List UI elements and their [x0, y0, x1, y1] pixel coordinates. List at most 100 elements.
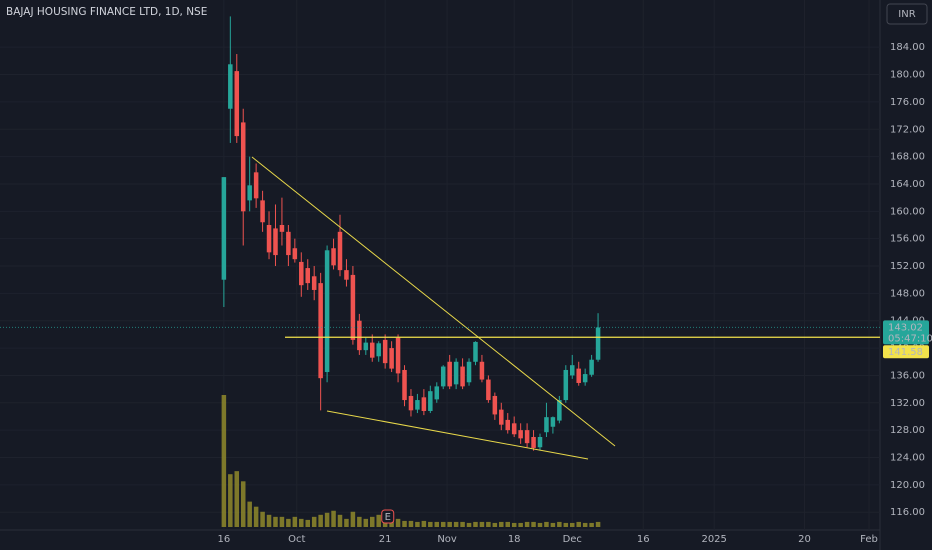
y-tick-label: 152.00 — [890, 261, 925, 272]
candle-body — [460, 366, 465, 387]
earnings-marker — [381, 509, 395, 524]
volume-bar — [395, 518, 401, 527]
x-tick-label: 18 — [508, 534, 521, 545]
volume-bar — [318, 514, 323, 527]
candle-body — [279, 224, 285, 232]
y-tick-label: 148.00 — [890, 288, 925, 299]
volume-bar — [260, 511, 265, 527]
volume-bar — [440, 521, 446, 527]
candle-body — [589, 359, 594, 375]
volume-bar — [292, 516, 298, 527]
candle-body — [299, 261, 304, 286]
y-tick-label: 136.00 — [890, 370, 925, 381]
y-tick-label: 116.00 — [890, 507, 925, 518]
volume-bar — [421, 520, 427, 527]
candle-body — [576, 368, 581, 383]
volume-bar — [537, 522, 543, 527]
volume-bar — [357, 516, 362, 527]
countdown-label: 05:47:10 — [888, 333, 932, 344]
trend-line-lower — [326, 410, 589, 460]
volume-bar — [331, 510, 336, 527]
y-tick-label: 128.00 — [890, 425, 925, 436]
candle-body — [563, 369, 569, 401]
volume-bar — [434, 521, 440, 527]
candle-body — [479, 361, 485, 380]
chart-title: BAJAJ HOUSING FINANCE LTD, 1D, NSE — [6, 6, 207, 18]
volume-bar — [524, 521, 530, 527]
volume-bar — [415, 521, 420, 527]
volume-bar — [595, 521, 601, 527]
y-tick-label: 160.00 — [890, 206, 925, 217]
candle-body — [311, 276, 317, 290]
volume-bar — [299, 518, 304, 527]
candle-body — [415, 400, 420, 410]
volume-bar — [344, 518, 349, 527]
candle-body — [324, 250, 330, 373]
volume-bar — [518, 522, 523, 527]
candle-body — [453, 361, 459, 385]
x-tick-label: Oct — [288, 534, 305, 545]
volume-bar — [247, 501, 252, 527]
currency-box[interactable] — [886, 3, 928, 25]
candle-body — [376, 343, 381, 357]
candle-body — [492, 395, 498, 415]
candle-body — [408, 395, 414, 411]
candle-body — [247, 185, 252, 201]
last-price-box — [883, 320, 929, 345]
x-tick-label: 16 — [637, 534, 650, 545]
volume-bar — [505, 521, 510, 527]
volume-bar — [466, 522, 472, 527]
candle-body — [221, 177, 227, 280]
volume-bar — [486, 521, 491, 527]
x-tick-label: Nov — [437, 534, 457, 545]
volume-bar — [492, 522, 498, 527]
candle-body — [240, 122, 246, 212]
candle-body — [228, 64, 233, 109]
plot — [221, 16, 601, 527]
candle-body — [350, 274, 356, 340]
y-tick-label: 132.00 — [890, 398, 925, 409]
x-tick-label: Dec — [563, 534, 582, 545]
candle-body — [511, 423, 517, 435]
volume-bar — [350, 511, 356, 527]
volume-bar — [363, 518, 369, 527]
volume-bar — [570, 522, 575, 527]
candle-body — [402, 369, 407, 401]
candle-body — [486, 379, 491, 401]
trend-line-upper — [251, 156, 616, 447]
candle-body — [357, 320, 362, 351]
candle-body — [505, 419, 510, 431]
candle-body — [305, 268, 310, 284]
earnings-label: E — [385, 512, 391, 523]
candle-body — [331, 248, 336, 266]
volume-bar — [582, 522, 588, 527]
volume-bar — [228, 474, 233, 527]
volume-bar — [266, 514, 272, 527]
candle-body — [273, 228, 278, 256]
candle-body — [557, 400, 562, 421]
candle-body — [292, 248, 298, 260]
candle-body — [363, 342, 369, 351]
volume-bar — [279, 516, 285, 527]
volume-bar — [550, 522, 556, 527]
candle-body — [395, 337, 401, 374]
volume-bar — [324, 512, 330, 527]
candle-body — [499, 409, 504, 425]
candle-body — [286, 231, 291, 256]
volume-bar — [305, 519, 310, 527]
currency[interactable]: INR — [898, 9, 915, 20]
line-price-label: 141.58 — [888, 347, 923, 358]
y-tick-label: 168.00 — [890, 152, 925, 163]
volume-bar — [563, 522, 569, 527]
volume-bar — [479, 521, 485, 527]
candle-body — [447, 361, 452, 387]
candle-body — [421, 397, 427, 412]
candle-body — [370, 342, 375, 358]
y-tick-label: 184.00 — [890, 42, 925, 53]
volume-bar — [447, 521, 452, 527]
candle-body — [466, 361, 472, 383]
y-tick-label: 172.00 — [890, 124, 925, 135]
volume-bar — [311, 516, 317, 527]
x-tick-label: 2025 — [701, 534, 726, 545]
